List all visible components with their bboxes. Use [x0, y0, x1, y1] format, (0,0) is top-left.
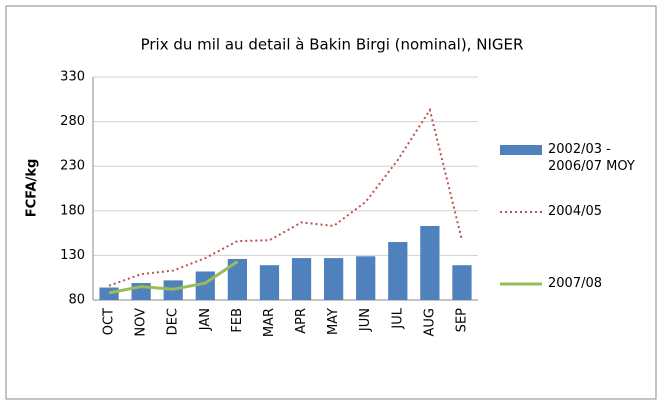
y-tick-label: 180 [60, 203, 85, 218]
x-tick-label: DEC [166, 308, 181, 335]
x-tick-label: MAR [262, 308, 277, 337]
line [108, 260, 239, 295]
x-tick-label: NOV [134, 308, 149, 337]
bar [420, 225, 440, 300]
bar [99, 287, 119, 300]
line [108, 107, 463, 287]
legend-label: 2004/05 [548, 204, 603, 219]
y-tick-label: 230 [60, 159, 85, 174]
legend-swatch [500, 145, 542, 155]
x-tick-label: MAY [326, 308, 341, 335]
bar [388, 242, 408, 300]
y-tick-label: 280 [60, 114, 85, 129]
y-axis-label: FCFA/kg [25, 159, 40, 218]
x-tick-label: APR [294, 308, 309, 334]
y-tick-label: 330 [60, 70, 85, 85]
bar [324, 258, 344, 300]
legend-label: 2002/03 - 2006/07 MOY [548, 142, 635, 174]
bar [356, 256, 376, 300]
x-tick-label: JUN [358, 308, 373, 332]
legend-label: 2007/08 [548, 276, 603, 291]
x-tick-label: FEB [230, 308, 245, 333]
bar [259, 265, 280, 300]
y-tick-label: 80 [68, 293, 85, 308]
border [5, 5, 657, 400]
x-tick-label: AUG [422, 308, 437, 336]
bar [291, 258, 312, 300]
x-tick-label: JAN [198, 308, 213, 331]
x-tick-label: SEP [454, 308, 469, 332]
bar [452, 265, 472, 300]
chart-title: Prix du mil au detail à Bakin Birgi (nom… [141, 36, 524, 54]
x-tick-label: OCT [102, 308, 117, 335]
x-tick-label: JUL [390, 307, 405, 329]
bar [227, 258, 247, 300]
y-tick-label: 130 [60, 248, 85, 263]
